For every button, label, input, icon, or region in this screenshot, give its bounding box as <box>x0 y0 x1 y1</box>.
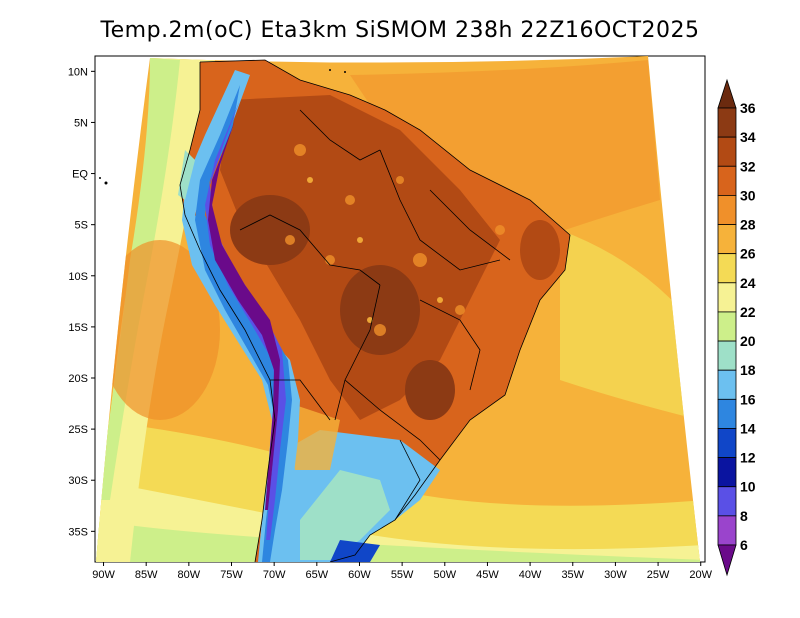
lon-tick-label: 50W <box>433 569 456 581</box>
longitude-axis: 90W 85W 80W 75W 70W 65W 60W 55W 50W 45W 40W 35W 30W 2… <box>92 562 713 581</box>
lat-tick-label: 35S <box>68 526 88 538</box>
political-borders <box>179 59 571 562</box>
lon-tick-label: 65W <box>306 569 329 581</box>
lon-tick-label: 75W <box>220 569 243 581</box>
colorbar-label: 10 <box>740 479 756 495</box>
colorbar-label: 36 <box>740 100 756 116</box>
colorbar-top-arrow <box>717 78 737 109</box>
lat-tick-label: 30S <box>68 475 88 487</box>
colorbar-bottom-arrow <box>717 544 737 577</box>
lon-tick-label: 55W <box>391 569 414 581</box>
coastline-details <box>99 69 346 185</box>
colorbar-label: 34 <box>740 129 756 145</box>
lon-tick-label: 35W <box>561 569 584 581</box>
colorbar-segment <box>717 107 737 138</box>
colorbar-label: 30 <box>740 187 756 203</box>
colorbar-segment <box>717 311 737 342</box>
colorbar-segment <box>717 224 737 255</box>
lon-tick-label: 25W <box>647 569 670 581</box>
lon-tick-label: 30W <box>604 569 627 581</box>
lon-tick-label: 85W <box>135 569 158 581</box>
colorbar-label: 22 <box>740 304 756 320</box>
colorbar-segment <box>717 457 737 488</box>
map-title: Temp.2m(oC) Eta3km SiSMOM 238h 22Z16OCT2… <box>100 18 700 43</box>
colorbar-segment <box>717 253 737 284</box>
colorbar-label: 12 <box>740 450 756 466</box>
colorbar-label: 26 <box>740 246 756 262</box>
lat-tick-label: EQ <box>72 169 88 181</box>
colorbar-label: 14 <box>740 420 756 436</box>
colorbar-segment <box>717 398 737 429</box>
latitude-axis: 10N 5N EQ 5S 10S 15S 20S 25S 30S 35S <box>68 66 95 538</box>
lon-tick-label: 60W <box>348 569 371 581</box>
colorbar-label: 16 <box>740 391 756 407</box>
colorbar: 36 34 32 30 28 26 24 22 20 18 16 14 12 10 8 6 <box>717 78 756 577</box>
colorbar-label: 24 <box>740 275 756 291</box>
colorbar-label: 28 <box>740 217 756 233</box>
lon-tick-label: 80W <box>178 569 201 581</box>
colorbar-label: 20 <box>740 333 756 349</box>
lon-tick-label: 40W <box>519 569 542 581</box>
colorbar-segment <box>717 428 737 459</box>
lat-tick-label: 25S <box>68 424 88 436</box>
lat-tick-label: 5N <box>74 117 88 129</box>
colorbar-label: 32 <box>740 158 756 174</box>
colorbar-segment <box>717 515 737 546</box>
colorbar-segment <box>717 282 737 313</box>
colorbar-segment <box>717 369 737 400</box>
colorbar-label: 18 <box>740 362 756 378</box>
colorbar-segment <box>717 486 737 517</box>
lat-tick-label: 15S <box>68 322 88 334</box>
lon-tick-label: 70W <box>263 569 286 581</box>
lat-tick-label: 10S <box>68 271 88 283</box>
colorbar-segment <box>717 340 737 371</box>
colorbar-segment <box>717 194 737 225</box>
lat-tick-label: 20S <box>68 373 88 385</box>
colorbar-segment <box>717 136 737 167</box>
lat-tick-label: 10N <box>68 66 88 78</box>
lon-tick-label: 20W <box>689 569 712 581</box>
lat-tick-label: 5S <box>75 220 88 232</box>
lon-tick-label: 90W <box>92 569 115 581</box>
colorbar-label: 8 <box>740 508 748 524</box>
lon-tick-label: 45W <box>476 569 499 581</box>
colorbar-segment <box>717 165 737 196</box>
colorbar-label: 6 <box>740 537 748 553</box>
south-america-landmass <box>178 60 570 562</box>
